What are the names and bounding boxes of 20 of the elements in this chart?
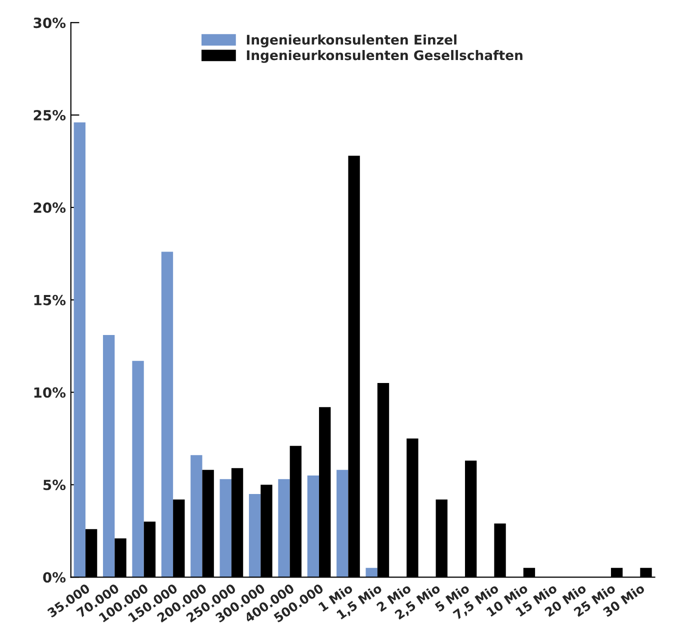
bar [220,479,232,578]
y-tick-label: 15% [34,294,66,306]
bar [278,479,290,578]
y-tick-label: 5% [44,480,66,490]
bar [161,252,174,578]
bar [248,494,261,578]
bar [366,568,378,578]
bar [132,360,144,578]
bar [102,334,115,578]
legend-label: Ingenieurkonsulenten Einzel [246,34,456,48]
legend-label: Ingenieurkonsulenten Gesellschaften [246,50,522,63]
bar [74,122,86,578]
bar [190,455,202,578]
bar [307,475,320,578]
y-tick-label: 30% [34,18,66,28]
y-tick-label: 0% [43,572,66,583]
y-tick-label: 25% [34,110,66,121]
bar [336,470,348,578]
y-tick-label: 10% [34,387,66,398]
y-tick-label: 20% [34,202,66,213]
